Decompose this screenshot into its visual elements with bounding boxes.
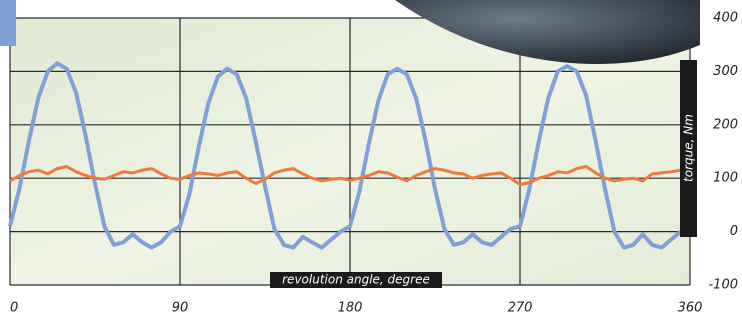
x-tick-label: 360 bbox=[678, 301, 703, 316]
y-tick-label: 100 bbox=[713, 171, 738, 186]
y-tick-label: 0 bbox=[730, 224, 738, 239]
corner-decoration bbox=[0, 0, 16, 46]
y-axis-label: torque, Nm bbox=[682, 114, 696, 182]
x-tick-label: 270 bbox=[508, 301, 533, 316]
x-tick-label: 180 bbox=[338, 301, 363, 316]
y-tick-label: 200 bbox=[713, 117, 738, 132]
photo-decoration bbox=[395, 0, 700, 64]
y-tick-label: -100 bbox=[708, 278, 738, 293]
y-label-box bbox=[680, 60, 697, 237]
data-line bbox=[9, 165, 690, 187]
x-label-box bbox=[270, 272, 442, 288]
x-tick-label: 90 bbox=[172, 301, 189, 316]
y-tick-label: 300 bbox=[713, 64, 738, 79]
x-axis-label: revolution angle, degree bbox=[282, 273, 430, 287]
data-line bbox=[8, 61, 691, 250]
x-tick-label: 0 bbox=[10, 301, 18, 316]
y-tick-label: 400 bbox=[713, 11, 738, 26]
